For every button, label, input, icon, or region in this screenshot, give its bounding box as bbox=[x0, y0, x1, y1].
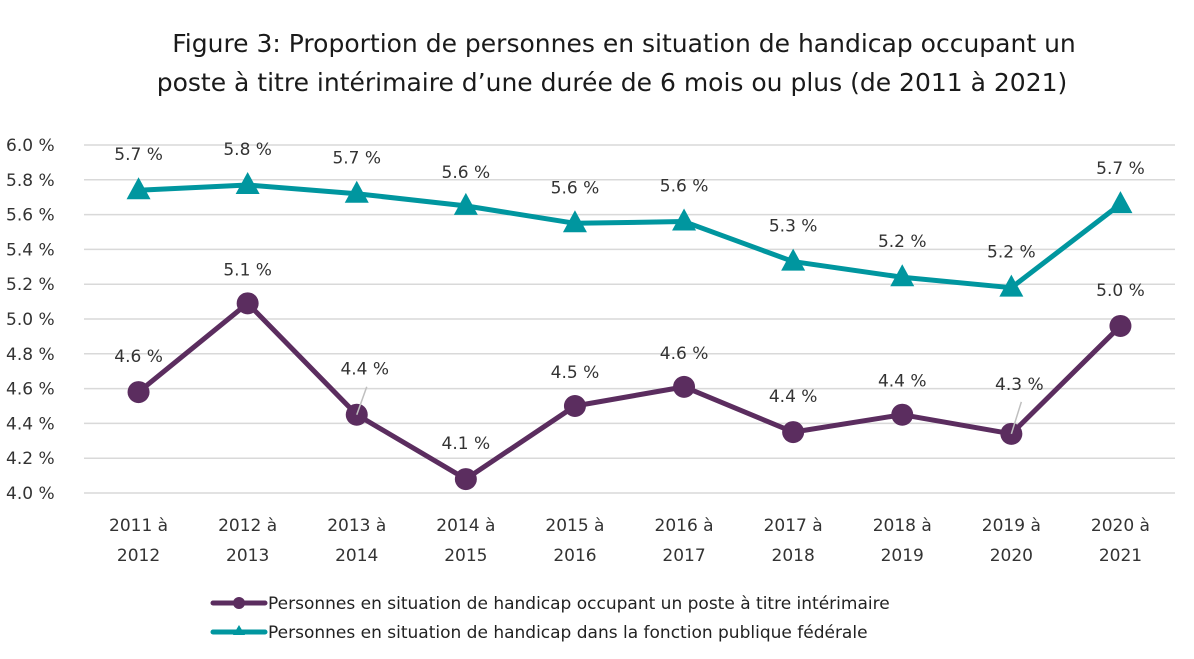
y-tick-label: 4.8 % bbox=[6, 345, 55, 365]
data-label: 5.7 % bbox=[114, 145, 163, 165]
chart-title-line-2: poste à titre intérimaire d’une durée de… bbox=[157, 68, 1068, 97]
data-point-triangle[interactable] bbox=[126, 177, 151, 200]
y-tick-label: 5.0 % bbox=[6, 310, 55, 330]
data-label: 5.6 % bbox=[442, 163, 491, 183]
data-point-circle[interactable] bbox=[563, 395, 586, 417]
x-tick-label: 2018 bbox=[772, 546, 815, 566]
data-label: 4.4 % bbox=[769, 387, 818, 407]
legend-item-federal[interactable]: Personnes en situation de handicap dans … bbox=[210, 623, 868, 643]
data-point-triangle[interactable] bbox=[1108, 191, 1133, 214]
data-point-triangle[interactable] bbox=[890, 264, 915, 287]
series-line-interim bbox=[136, 300, 1123, 482]
label-leader-line bbox=[1010, 401, 1023, 435]
data-label: 5.7 % bbox=[332, 149, 381, 169]
data-point-triangle[interactable] bbox=[781, 248, 806, 271]
data-label: 5.1 % bbox=[223, 260, 272, 280]
y-tick-label: 6.0 % bbox=[6, 136, 55, 156]
data-label: 4.5 % bbox=[551, 363, 600, 383]
y-axis-ticks: 4.0 % 4.2 % 4.4 % 4.6 % 4.8 % 5.0 % 5.2 % 5.4 %… bbox=[6, 136, 55, 504]
data-label: 4.6 % bbox=[660, 344, 709, 364]
x-tick-label: 2016 à bbox=[655, 516, 714, 536]
x-tick-label: 2014 à bbox=[436, 516, 495, 536]
x-tick-label: 2020 à bbox=[1091, 516, 1150, 536]
data-point-triangle[interactable] bbox=[453, 192, 478, 215]
series bbox=[126, 172, 1133, 491]
y-tick-label: 5.4 % bbox=[6, 240, 55, 260]
y-tick-label: 4.0 % bbox=[6, 484, 55, 504]
data-point-circle[interactable] bbox=[236, 292, 259, 315]
x-tick-label: 2017 bbox=[662, 546, 705, 566]
x-tick-label: 2012 à bbox=[218, 516, 277, 536]
data-label: 5.8 % bbox=[223, 140, 272, 160]
x-tick-label: 2021 bbox=[1099, 546, 1142, 566]
data-point-triangle[interactable] bbox=[672, 208, 697, 231]
data-point-circle[interactable] bbox=[127, 381, 150, 404]
legend-item-interim[interactable]: Personnes en situation de handicap occup… bbox=[210, 594, 890, 614]
x-tick-label: 2014 bbox=[335, 546, 378, 566]
y-tick-label: 5.6 % bbox=[6, 206, 55, 226]
data-label: 5.6 % bbox=[551, 178, 600, 198]
data-point-circle[interactable] bbox=[673, 375, 696, 398]
x-tick-label: 2020 bbox=[990, 546, 1033, 566]
data-point-circle[interactable] bbox=[782, 421, 805, 444]
x-tick-label: 2015 à bbox=[545, 516, 604, 536]
x-tick-label: 2015 bbox=[444, 546, 487, 566]
legend-label-federal: Personnes en situation de handicap dans … bbox=[268, 623, 868, 643]
data-label: 5.3 % bbox=[769, 217, 818, 237]
y-tick-label: 5.2 % bbox=[6, 275, 55, 295]
x-tick-label: 2018 à bbox=[873, 516, 932, 536]
data-label: 4.3 % bbox=[995, 375, 1044, 395]
data-label: 4.6 % bbox=[114, 347, 163, 367]
x-axis-ticks: 2011 à 2012 2012 à 2013 2013 à 2014 2014 à 2015… bbox=[109, 516, 1150, 566]
y-tick-label: 4.6 % bbox=[6, 380, 55, 400]
data-point-circle[interactable] bbox=[891, 403, 914, 426]
data-label: 5.0 % bbox=[1096, 281, 1145, 301]
x-tick-label: 2013 bbox=[226, 546, 269, 566]
x-tick-label: 2017 à bbox=[764, 516, 823, 536]
x-tick-label: 2012 bbox=[117, 546, 160, 566]
data-point-circle[interactable] bbox=[454, 468, 477, 491]
x-tick-label: 2019 bbox=[881, 546, 924, 566]
chart-title: Figure 3: Proportion de personnes en sit… bbox=[157, 29, 1076, 97]
data-point-triangle[interactable] bbox=[562, 210, 587, 233]
legend-label-interim: Personnes en situation de handicap occup… bbox=[268, 594, 890, 614]
y-tick-label: 5.8 % bbox=[6, 171, 55, 191]
x-tick-label: 2016 bbox=[553, 546, 596, 566]
y-tick-label: 4.4 % bbox=[6, 414, 55, 434]
data-label: 5.2 % bbox=[878, 232, 927, 252]
series-line-federal bbox=[138, 182, 1122, 291]
y-tick-label: 4.2 % bbox=[6, 449, 55, 469]
x-tick-label: 2019 à bbox=[982, 516, 1041, 536]
x-tick-label: 2013 à bbox=[327, 516, 386, 536]
x-tick-label: 2011 à bbox=[109, 516, 168, 536]
data-labels: 4.6 % 5.1 % 4.4 % 4.1 % 4.5 % 4.6 % 4.4 % 4.4 %… bbox=[114, 140, 1144, 454]
data-label: 5.6 % bbox=[660, 177, 709, 197]
chart-title-line-1: Figure 3: Proportion de personnes en sit… bbox=[172, 29, 1076, 58]
data-label: 4.4 % bbox=[878, 372, 927, 392]
legend-circle-marker-icon bbox=[233, 597, 245, 609]
data-point-circle[interactable] bbox=[1109, 314, 1132, 337]
data-label: 4.4 % bbox=[340, 360, 389, 380]
data-label: 5.7 % bbox=[1096, 159, 1145, 179]
data-point-triangle[interactable] bbox=[235, 172, 260, 195]
legend: Personnes en situation de handicap occup… bbox=[210, 594, 890, 643]
data-point-triangle[interactable] bbox=[344, 180, 369, 203]
legend-triangle-marker-icon bbox=[233, 625, 245, 635]
label-leader-line bbox=[356, 386, 368, 415]
data-label: 4.1 % bbox=[442, 434, 491, 454]
data-point-triangle[interactable] bbox=[999, 274, 1024, 297]
data-label: 5.2 % bbox=[987, 243, 1036, 263]
